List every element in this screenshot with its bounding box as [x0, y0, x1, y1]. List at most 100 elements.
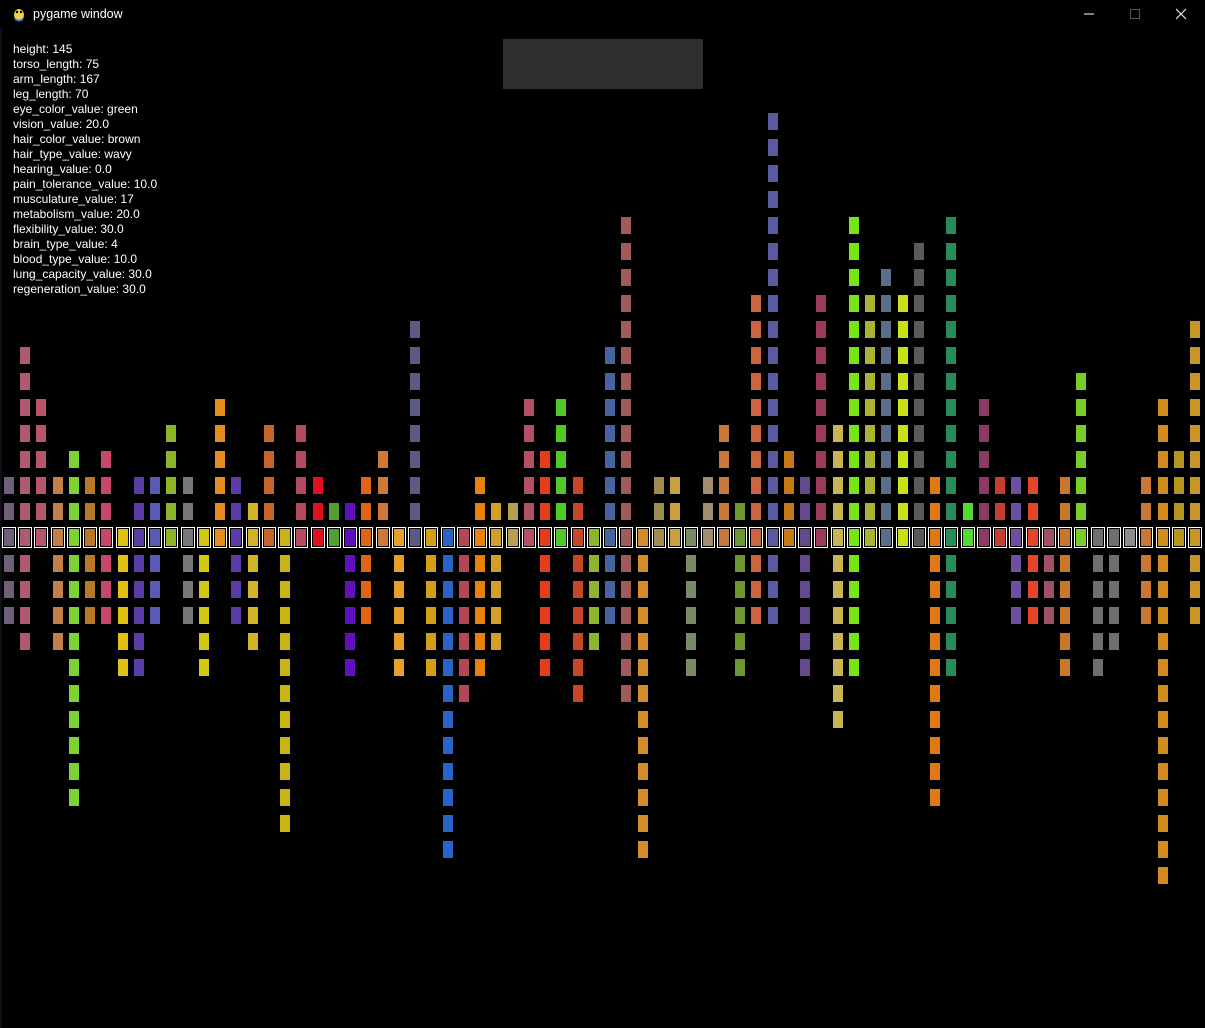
- close-button[interactable]: [1158, 0, 1204, 28]
- upper-block: [816, 477, 826, 494]
- upper-block: [361, 503, 371, 520]
- lower-block: [1060, 607, 1070, 624]
- upper-block: [881, 477, 891, 494]
- upper-block: [183, 477, 193, 494]
- lower-block: [53, 555, 63, 572]
- upper-block: [621, 243, 631, 260]
- lower-block: [118, 581, 128, 598]
- lower-block: [459, 607, 469, 624]
- base-block: [1188, 527, 1202, 548]
- upper-block: [556, 477, 566, 494]
- lower-block: [638, 685, 648, 702]
- close-icon: [1175, 8, 1187, 20]
- gray-panel[interactable]: [503, 39, 703, 89]
- upper-block: [849, 477, 859, 494]
- base-block: [51, 527, 65, 548]
- lower-block: [800, 659, 810, 676]
- upper-block: [768, 191, 778, 208]
- upper-block: [751, 347, 761, 364]
- lower-block: [69, 555, 79, 572]
- base-block: [733, 527, 747, 548]
- upper-block: [1076, 373, 1086, 390]
- upper-block: [621, 347, 631, 364]
- upper-block: [995, 503, 1005, 520]
- upper-block: [865, 295, 875, 312]
- upper-block: [1158, 477, 1168, 494]
- upper-block: [946, 243, 956, 260]
- upper-block: [1076, 451, 1086, 468]
- upper-block: [183, 503, 193, 520]
- upper-block: [816, 347, 826, 364]
- lower-block: [833, 659, 843, 676]
- lower-block: [849, 607, 859, 624]
- upper-block: [264, 503, 274, 520]
- upper-block: [621, 399, 631, 416]
- lower-block: [443, 607, 453, 624]
- lower-block: [1190, 555, 1200, 572]
- upper-block: [849, 503, 859, 520]
- lower-block: [1158, 659, 1168, 676]
- lower-block: [345, 633, 355, 650]
- game-canvas[interactable]: [0, 28, 1205, 1028]
- upper-block: [849, 451, 859, 468]
- upper-block: [914, 347, 924, 364]
- minimize-button[interactable]: [1066, 0, 1112, 28]
- base-block: [1026, 527, 1040, 548]
- upper-block: [946, 451, 956, 468]
- stat-line: hair_color_value: brown: [13, 132, 141, 146]
- lower-block: [589, 607, 599, 624]
- base-block: [977, 527, 991, 548]
- upper-block: [556, 425, 566, 442]
- lower-block: [361, 607, 371, 624]
- upper-block: [914, 425, 924, 442]
- lower-block: [491, 581, 501, 598]
- upper-block: [898, 477, 908, 494]
- lower-block: [280, 789, 290, 806]
- stat-line: pain_tolerance_value: 10.0: [13, 177, 158, 191]
- upper-block: [264, 451, 274, 468]
- lower-block: [53, 607, 63, 624]
- upper-block: [654, 503, 664, 520]
- upper-block: [768, 321, 778, 338]
- lower-block: [69, 659, 79, 676]
- lower-block: [150, 581, 160, 598]
- lower-block: [426, 659, 436, 676]
- lower-block: [638, 581, 648, 598]
- base-block: [879, 527, 893, 548]
- lower-block: [605, 607, 615, 624]
- lower-block: [1044, 581, 1054, 598]
- lower-block: [1093, 581, 1103, 598]
- lower-block: [930, 789, 940, 806]
- upper-block: [410, 477, 420, 494]
- lower-block: [491, 607, 501, 624]
- upper-block: [556, 399, 566, 416]
- lower-block: [946, 607, 956, 624]
- upper-block: [524, 477, 534, 494]
- upper-block: [1028, 477, 1038, 494]
- upper-block: [1076, 425, 1086, 442]
- base-block: [441, 527, 455, 548]
- lower-block: [394, 607, 404, 624]
- lower-block: [280, 711, 290, 728]
- lower-block: [1109, 581, 1119, 598]
- upper-block: [914, 399, 924, 416]
- lower-block: [475, 659, 485, 676]
- maximize-button[interactable]: [1112, 0, 1158, 28]
- upper-block: [946, 399, 956, 416]
- lower-block: [638, 815, 648, 832]
- upper-block: [231, 503, 241, 520]
- upper-block: [378, 477, 388, 494]
- lower-block: [621, 659, 631, 676]
- lower-block: [475, 607, 485, 624]
- upper-block: [1076, 503, 1086, 520]
- lower-block: [183, 607, 193, 624]
- title-bar[interactable]: pygame window: [0, 0, 1205, 28]
- upper-block: [784, 451, 794, 468]
- lower-block: [280, 555, 290, 572]
- lower-block: [930, 581, 940, 598]
- base-block: [1139, 527, 1153, 548]
- upper-block: [20, 477, 30, 494]
- upper-block: [784, 503, 794, 520]
- upper-block: [751, 451, 761, 468]
- lower-block: [930, 711, 940, 728]
